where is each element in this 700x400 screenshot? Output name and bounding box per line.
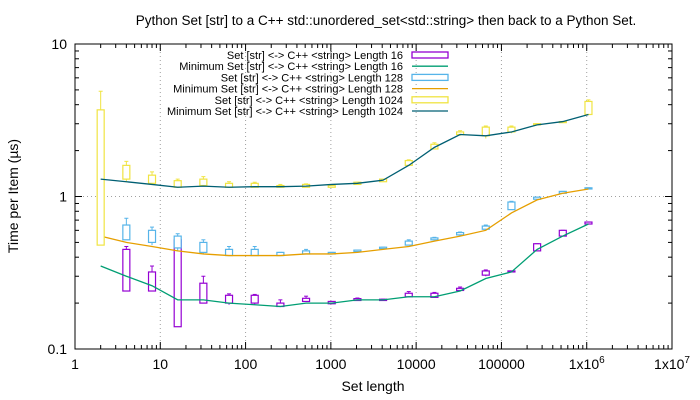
box-body xyxy=(173,235,182,249)
box-body xyxy=(122,164,131,180)
box-body xyxy=(584,100,593,116)
box-body xyxy=(224,294,234,304)
box-body xyxy=(224,248,234,257)
box-body xyxy=(481,270,490,276)
box-body xyxy=(199,282,208,304)
box-body xyxy=(96,109,105,246)
box-body xyxy=(404,240,413,246)
y-tick-label: 0.1 xyxy=(48,341,68,357)
x-tick-label: 100000 xyxy=(478,356,525,372)
legend-label: Minimum Set [str] <-> C++ <string> Lengt… xyxy=(167,106,403,118)
y-tick-label: 10 xyxy=(51,36,67,52)
box-body xyxy=(301,297,311,303)
box-body xyxy=(250,294,259,304)
box-body xyxy=(122,224,131,241)
box-body xyxy=(584,221,593,225)
box-body xyxy=(122,248,131,292)
series-line xyxy=(100,188,589,257)
box-body xyxy=(173,239,182,328)
chart-title: Python Set [str] to a C++ std::unordered… xyxy=(136,13,637,28)
legend-label: Set [str] <-> C++ <string> Length 16 xyxy=(227,50,403,62)
box-body xyxy=(199,178,208,187)
y-axis-label: Time per Item (µs) xyxy=(5,139,21,253)
x-tick-label: 1x107 xyxy=(654,355,690,372)
y-tick-label: 1 xyxy=(59,189,67,205)
legend-label: Set [str] <-> C++ <string> Length 1024 xyxy=(215,95,403,107)
series-line xyxy=(100,113,589,188)
box-body xyxy=(584,187,593,190)
legend-label: Set [str] <-> C++ <string> Length 128 xyxy=(221,72,403,84)
series-2 xyxy=(100,223,589,308)
box-body xyxy=(199,241,208,253)
grid xyxy=(75,44,672,349)
box-body xyxy=(481,126,490,137)
box-body xyxy=(533,196,542,200)
series-layer xyxy=(96,90,593,328)
x-tick-label: 100 xyxy=(234,356,258,372)
legend: Set [str] <-> C++ <string> Length 16Mini… xyxy=(167,50,449,118)
box-body xyxy=(147,174,157,184)
legend-swatch-box xyxy=(411,51,449,59)
x-tick-label: 1x106 xyxy=(569,355,605,372)
series-4 xyxy=(100,188,589,257)
x-tick-label: 1000 xyxy=(315,356,346,372)
series-line xyxy=(100,223,589,308)
legend-swatch-box xyxy=(411,96,449,104)
box-body xyxy=(327,184,336,188)
legend-label: Minimum Set [str] <-> C++ <string> Lengt… xyxy=(173,84,403,96)
x-tick-label: 10000 xyxy=(397,356,436,372)
box-body xyxy=(430,143,439,150)
x-axis-label: Set length xyxy=(341,378,404,394)
box-body xyxy=(147,271,157,292)
box-body xyxy=(456,231,465,236)
box-body xyxy=(147,229,157,244)
box-body xyxy=(507,201,516,211)
legend-label: Minimum Set [str] <-> C++ <string> Lengt… xyxy=(179,61,403,73)
series-6 xyxy=(100,113,589,188)
box-body xyxy=(430,237,439,241)
box-body xyxy=(378,246,388,250)
series-1 xyxy=(122,221,593,328)
box-body xyxy=(353,249,362,253)
box-body xyxy=(250,248,259,257)
legend-swatch-box xyxy=(411,73,449,82)
x-tick-label: 10 xyxy=(152,356,168,372)
series-3 xyxy=(122,187,593,257)
x-tick-label: 1 xyxy=(71,356,79,372)
box-body xyxy=(173,180,182,188)
